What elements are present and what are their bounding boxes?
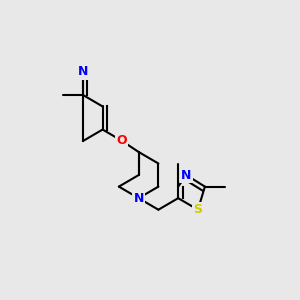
Text: N: N: [78, 65, 88, 78]
Text: S: S: [194, 203, 202, 216]
Text: N: N: [181, 169, 191, 182]
Text: O: O: [116, 134, 127, 147]
Text: N: N: [134, 192, 144, 205]
